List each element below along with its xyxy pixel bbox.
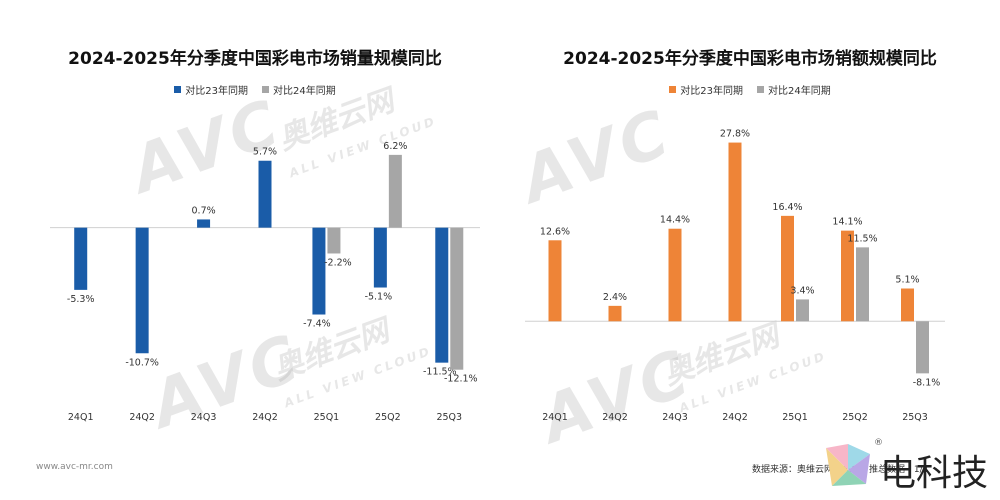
data-label: 3.4% (790, 285, 814, 296)
data-label: 2.4% (603, 292, 627, 303)
volume-yoy-chart: 2024-2025年分季度中国彩电市场销量规模同比 对比23年同期 对比24年同… (10, 0, 500, 470)
legend-label: 对比23年同期 (185, 86, 248, 97)
x-tick-label: 25Q3 (436, 412, 462, 423)
x-tick-label: 25Q3 (902, 412, 928, 423)
bar (327, 227, 341, 254)
data-label: 11.5% (847, 233, 877, 244)
bar (608, 305, 622, 322)
bar (916, 321, 929, 374)
bar (373, 227, 387, 288)
x-tick-label: 24Q2 (252, 412, 278, 423)
legend-label: 对比23年同期 (680, 86, 743, 97)
data-label: -11.5% (423, 367, 457, 378)
legend-label: 对比24年同期 (768, 86, 831, 97)
data-label: 16.4% (772, 202, 802, 213)
page-number: 1/4 (913, 465, 929, 475)
bar (781, 215, 794, 322)
bar-plot: 24Q1 -5.3% 24Q2 -10.7% 24Q3 0.7% 24Q2 5.7% 25Q1 -… (50, 141, 480, 423)
bar (258, 160, 272, 228)
legend-item-series-2: 对比24年同期 (262, 82, 336, 97)
legend-swatch (262, 86, 269, 93)
legend-label: 对比24年同期 (273, 86, 336, 97)
data-source-note: 数据来源：奥维云网（AVC）推总数据 1/4 (752, 462, 928, 475)
legend-swatch (669, 86, 677, 93)
bar (856, 247, 869, 322)
revenue-yoy-chart: 2024-2025年分季度中国彩电市场销额规模同比 对比23年同期 对比24年同… (505, 0, 995, 470)
legend-swatch (174, 86, 182, 93)
bar-plot: 24Q1 12.6% 24Q2 2.4% 24Q3 14.4% 24Q2 27.8% 25Q1 1… (525, 129, 945, 423)
bar (74, 227, 88, 290)
data-label: 5.1% (895, 275, 919, 286)
bar (728, 142, 742, 322)
bar (841, 230, 854, 322)
data-label: -8.1% (913, 377, 941, 388)
x-tick-label: 25Q1 (782, 412, 808, 423)
bar (312, 227, 326, 315)
data-label: -5.1% (365, 292, 393, 303)
bar (388, 154, 402, 228)
legend-item-series-1: 对比23年同期 (669, 82, 743, 97)
x-tick-label: 24Q1 (542, 412, 568, 423)
data-label: 12.6% (540, 226, 570, 237)
data-source-text: 数据来源：奥维云网（AVC）推总数据 (752, 465, 906, 475)
legend-swatch (757, 86, 764, 93)
bar (901, 288, 914, 322)
x-tick-label: 25Q2 (375, 412, 401, 423)
bar (197, 219, 211, 228)
data-label: 27.8% (720, 129, 750, 140)
x-tick-label: 24Q2 (722, 412, 748, 423)
x-tick-label: 24Q3 (662, 412, 688, 423)
x-tick-label: 24Q2 (602, 412, 628, 423)
data-label: 14.4% (660, 215, 690, 226)
data-label: 5.7% (253, 147, 277, 158)
bar (548, 240, 562, 322)
data-label: -12.1% (444, 374, 478, 385)
footer-url[interactable]: www.avc-mr.com (36, 462, 113, 472)
publisher-logo-icon (826, 444, 870, 486)
chart-title: 2024-2025年分季度中国彩电市场销量规模同比 (68, 49, 442, 69)
bar (796, 299, 809, 322)
legend-item-series-1: 对比23年同期 (174, 82, 248, 97)
publisher-logo-text: 电科技 (880, 453, 989, 494)
chart-legend: 对比23年同期 对比24年同期 (10, 82, 500, 97)
legend-item-series-2: 对比24年同期 (757, 82, 831, 97)
bar (435, 227, 449, 363)
data-label: 14.1% (832, 217, 862, 228)
bar (135, 227, 149, 354)
x-tick-label: 24Q2 (129, 412, 155, 423)
x-tick-label: 25Q2 (842, 412, 868, 423)
data-label: -2.2% (324, 257, 352, 268)
registered-mark: ® (874, 438, 883, 448)
bar (668, 228, 682, 322)
data-label: 6.2% (383, 141, 407, 152)
data-label: -10.7% (125, 357, 159, 368)
x-tick-label: 25Q1 (314, 412, 340, 423)
data-label: -5.3% (67, 294, 95, 305)
data-label: -7.4% (303, 319, 331, 330)
chart-title: 2024-2025年分季度中国彩电市场销额规模同比 (563, 49, 937, 69)
data-label: 0.7% (192, 205, 216, 216)
chart-legend: 对比23年同期 对比24年同期 (505, 82, 995, 97)
x-tick-label: 24Q1 (68, 412, 94, 423)
bar (450, 227, 464, 370)
x-tick-label: 24Q3 (191, 412, 217, 423)
